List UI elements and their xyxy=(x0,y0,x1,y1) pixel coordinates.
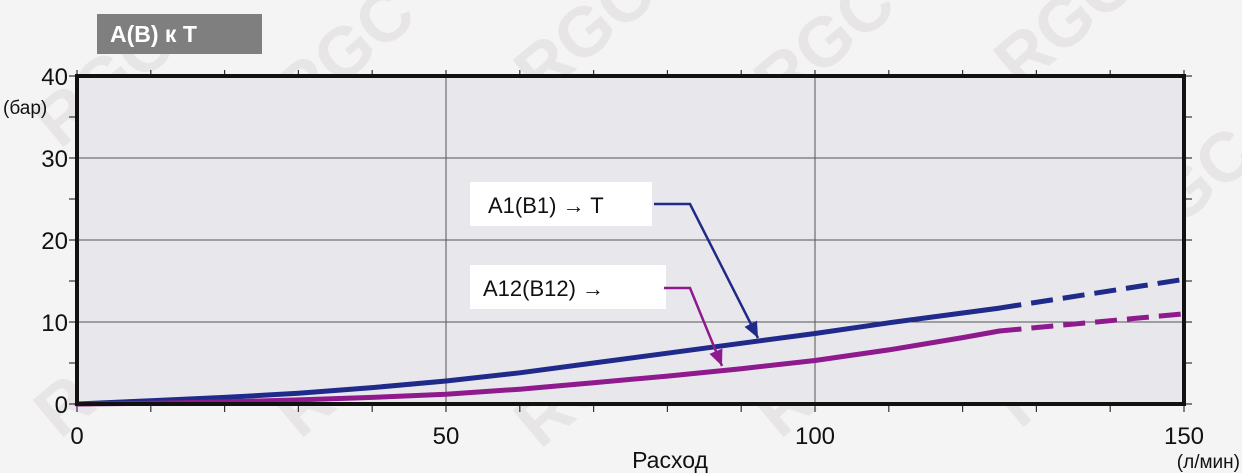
tick-labels: 0 50 100 150 0 10 20 30 40 xyxy=(41,64,1204,450)
grid-lines xyxy=(77,76,1184,404)
y-tick-label: 10 xyxy=(41,310,68,337)
annotation-leaders xyxy=(654,202,760,367)
plot-frame xyxy=(75,74,1186,406)
annotation-series2: A12(B12) → xyxy=(483,276,604,301)
chart-title: A(B) к T xyxy=(110,21,197,47)
leader-series1-arrowhead xyxy=(744,320,758,338)
series-line-2 xyxy=(74,328,1002,407)
x-axis-label: Расход xyxy=(632,447,708,473)
x-tick-label: 100 xyxy=(795,423,835,450)
annotation-box-series1 xyxy=(470,182,652,226)
leader-series1 xyxy=(654,202,760,339)
y-tick-label: 20 xyxy=(41,228,68,255)
y-unit-label: (бар) xyxy=(3,98,47,119)
series-layer xyxy=(74,276,1185,407)
x-tick-label: 50 xyxy=(433,423,460,450)
y-tick-label: 30 xyxy=(41,146,68,173)
title-badge xyxy=(97,14,262,54)
y-tick-label: 40 xyxy=(41,64,68,91)
x-tick-label: 150 xyxy=(1164,423,1204,450)
leader-series2 xyxy=(664,286,724,367)
annotation-series1: A1(B1) → T xyxy=(488,193,604,218)
annotation-box-series2 xyxy=(470,265,666,309)
x-tick-label: 0 xyxy=(70,423,83,450)
y-tick-label: 0 xyxy=(55,392,68,419)
series-line-1 xyxy=(74,305,1002,407)
leader-series2-arrowhead xyxy=(709,348,723,366)
x-unit-label: (л/мин) xyxy=(1177,452,1240,473)
